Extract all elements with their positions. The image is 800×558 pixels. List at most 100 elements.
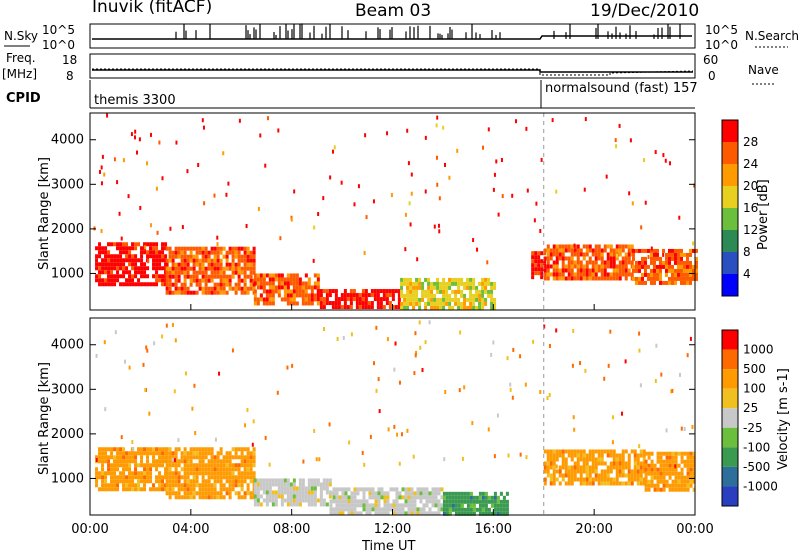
data-cell [582, 481, 586, 486]
data-cell [131, 451, 135, 456]
data-cell [558, 481, 562, 486]
data-cell [246, 286, 250, 291]
data-cell [301, 289, 305, 294]
data-cell [674, 464, 677, 469]
data-cell [213, 455, 217, 460]
data-cell [347, 503, 351, 508]
data-cell [262, 482, 266, 487]
data-cell [183, 487, 187, 492]
data-cell [180, 286, 184, 291]
data-cell [673, 256, 677, 261]
data-cell [692, 479, 696, 484]
data-cell [656, 451, 660, 456]
data-cell [583, 187, 586, 192]
data-cell [421, 293, 425, 298]
data-cell [639, 461, 643, 466]
data-cell [155, 282, 159, 287]
data-cell [552, 248, 556, 253]
data-cell [615, 272, 619, 277]
data-cell [95, 266, 99, 271]
data-cell [448, 495, 452, 500]
data-cell [445, 281, 449, 286]
data-cell [244, 423, 247, 428]
data-cell [685, 252, 689, 257]
data-cell [487, 281, 491, 286]
data-cell [454, 511, 458, 516]
data-cell [633, 449, 637, 454]
data-cell [390, 193, 393, 198]
data-cell [174, 246, 178, 251]
data-cell [143, 475, 147, 480]
data-cell [549, 465, 553, 470]
data-cell [637, 264, 641, 269]
data-cell [573, 465, 577, 470]
data-cell [152, 451, 156, 456]
data-cell [207, 290, 211, 295]
data-cell [642, 158, 645, 163]
data-cell [313, 281, 317, 286]
data-cell [201, 471, 205, 476]
data-cell [350, 503, 354, 508]
data-cell [198, 459, 202, 464]
data-cell [609, 264, 613, 269]
data-cell [609, 272, 613, 277]
data-cell [618, 272, 622, 277]
data-cell [249, 270, 253, 275]
data-cell [383, 499, 387, 504]
data-cell [271, 498, 275, 503]
data-cell [189, 258, 193, 263]
data-cell [155, 266, 159, 271]
data-cell [225, 282, 229, 287]
data-cell [478, 301, 482, 306]
data-cell [484, 499, 488, 504]
data-cell [146, 463, 150, 468]
data-cell [128, 475, 132, 480]
data-cell [679, 252, 683, 257]
data-cell [146, 242, 150, 247]
data-cell [213, 246, 217, 251]
data-cell [676, 256, 680, 261]
data-cell [633, 473, 637, 478]
data-cell [457, 305, 461, 310]
data-cell [686, 483, 690, 488]
data-cell [425, 487, 429, 492]
data-cell [404, 487, 408, 492]
data-cell [164, 451, 168, 456]
data-cell [404, 247, 407, 252]
data-cell [691, 276, 695, 281]
data-cell [228, 282, 232, 287]
data-cell [558, 453, 562, 458]
data-cell [149, 246, 153, 251]
data-cell [367, 293, 371, 298]
data-cell [295, 490, 299, 495]
data-cell [654, 252, 657, 257]
data-cell [180, 258, 184, 263]
data-cell [113, 467, 117, 472]
data-cell [184, 371, 187, 376]
data-cell [228, 455, 232, 460]
data-cell [341, 503, 345, 508]
data-cell [612, 481, 616, 486]
data-cell [171, 487, 175, 492]
data-cell [204, 451, 208, 456]
data-cell [274, 478, 278, 483]
data-cell [143, 242, 147, 247]
data-cell [325, 490, 329, 495]
data-cell [406, 293, 410, 298]
data-cell [664, 256, 668, 261]
data-cell [104, 270, 108, 275]
data-cell [377, 487, 381, 492]
data-cell [95, 258, 99, 263]
data-cell [438, 229, 441, 234]
data-cell [612, 465, 616, 470]
data-cell [410, 487, 414, 492]
data-cell [225, 254, 229, 259]
data-cell [567, 276, 571, 281]
data-cell [647, 463, 651, 468]
data-cell [219, 495, 223, 500]
data-cell [340, 297, 344, 302]
data-cell [252, 250, 256, 255]
data-cell [222, 246, 226, 251]
data-cell [189, 290, 193, 295]
data-cell [201, 262, 205, 267]
